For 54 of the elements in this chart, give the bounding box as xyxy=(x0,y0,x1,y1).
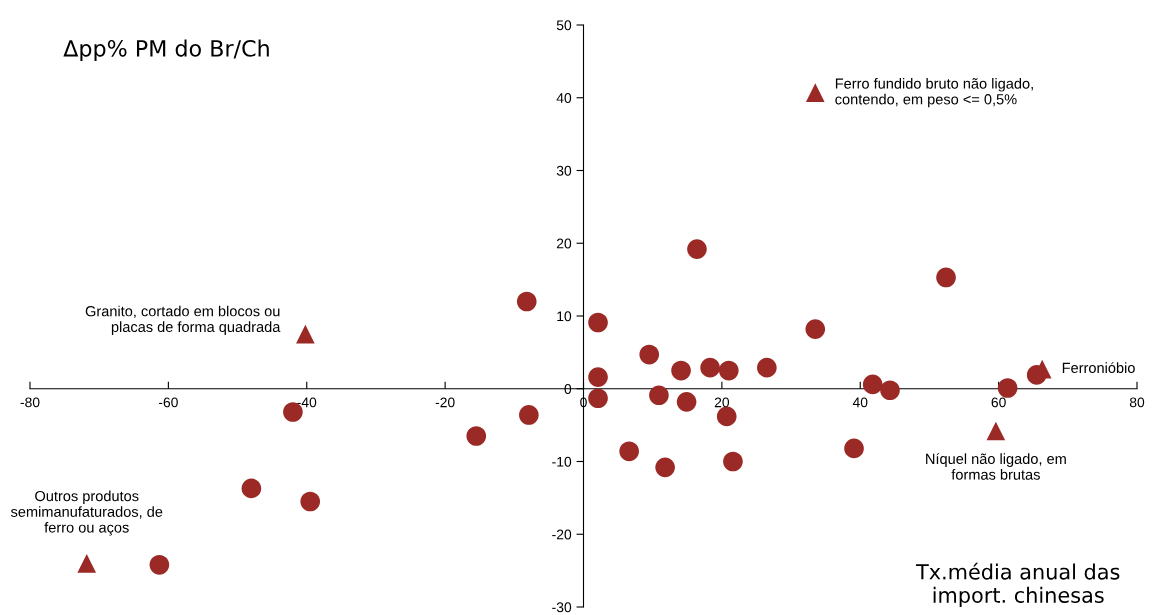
point xyxy=(805,319,826,339)
point xyxy=(619,441,639,462)
point xyxy=(588,367,608,387)
point xyxy=(516,291,537,312)
x-tick-label: -40 xyxy=(297,397,317,408)
point xyxy=(649,385,669,406)
y-axis-title: Δpp% PM do Br/Ch xyxy=(63,39,269,62)
point xyxy=(862,374,883,395)
point xyxy=(241,478,262,499)
x-tick-label: 40 xyxy=(852,397,868,408)
y-tick-label: 30 xyxy=(556,165,572,176)
x-tick-label: 20 xyxy=(714,397,730,408)
point xyxy=(655,457,675,478)
annotation: Níquel não ligado, em formas brutas xyxy=(926,453,1066,480)
annotation: Ferronióbio xyxy=(1062,362,1135,374)
point xyxy=(519,405,539,425)
point xyxy=(986,421,1006,441)
point xyxy=(639,344,660,365)
annotation: Granito, cortado em blocos ou placas de forma quadrada xyxy=(85,305,281,335)
point xyxy=(77,554,97,573)
y-tick-label: 20 xyxy=(556,238,572,249)
point xyxy=(880,380,900,401)
x-tick-label: -20 xyxy=(435,397,455,408)
x-tick-label: -80 xyxy=(20,397,40,408)
point xyxy=(716,406,737,427)
point xyxy=(466,426,487,446)
point xyxy=(757,357,777,378)
point xyxy=(718,360,739,381)
point xyxy=(300,491,321,512)
annotation: Ferro fundido bruto não ligado, contendo, em peso <= 0,5% xyxy=(835,78,1033,108)
point xyxy=(687,239,707,259)
point xyxy=(997,378,1018,398)
annotation: Outros produtos semimanufaturados, de ferro ou aços xyxy=(10,490,163,536)
y-tick-label: 10 xyxy=(557,311,572,322)
point xyxy=(844,438,864,459)
point xyxy=(296,324,315,344)
x-tick-label: 60 xyxy=(991,397,1006,408)
y-tick-label: -20 xyxy=(552,529,572,540)
y-tick-label: 50 xyxy=(556,20,572,31)
x-tick-label: 80 xyxy=(1129,397,1145,408)
point xyxy=(700,357,720,378)
x-tick-label: -60 xyxy=(158,397,178,408)
point xyxy=(588,312,608,333)
point xyxy=(805,83,825,102)
y-tick-label: 40 xyxy=(556,93,572,103)
point xyxy=(149,554,170,575)
point xyxy=(588,388,608,409)
point xyxy=(676,392,697,412)
y-tick-label: -30 xyxy=(552,602,572,613)
point xyxy=(936,267,956,288)
y-tick-label: -10 xyxy=(552,456,572,467)
x-axis-title: Tx.média anual das import. chinesas xyxy=(915,562,1120,607)
point xyxy=(723,451,743,472)
point xyxy=(671,360,691,381)
